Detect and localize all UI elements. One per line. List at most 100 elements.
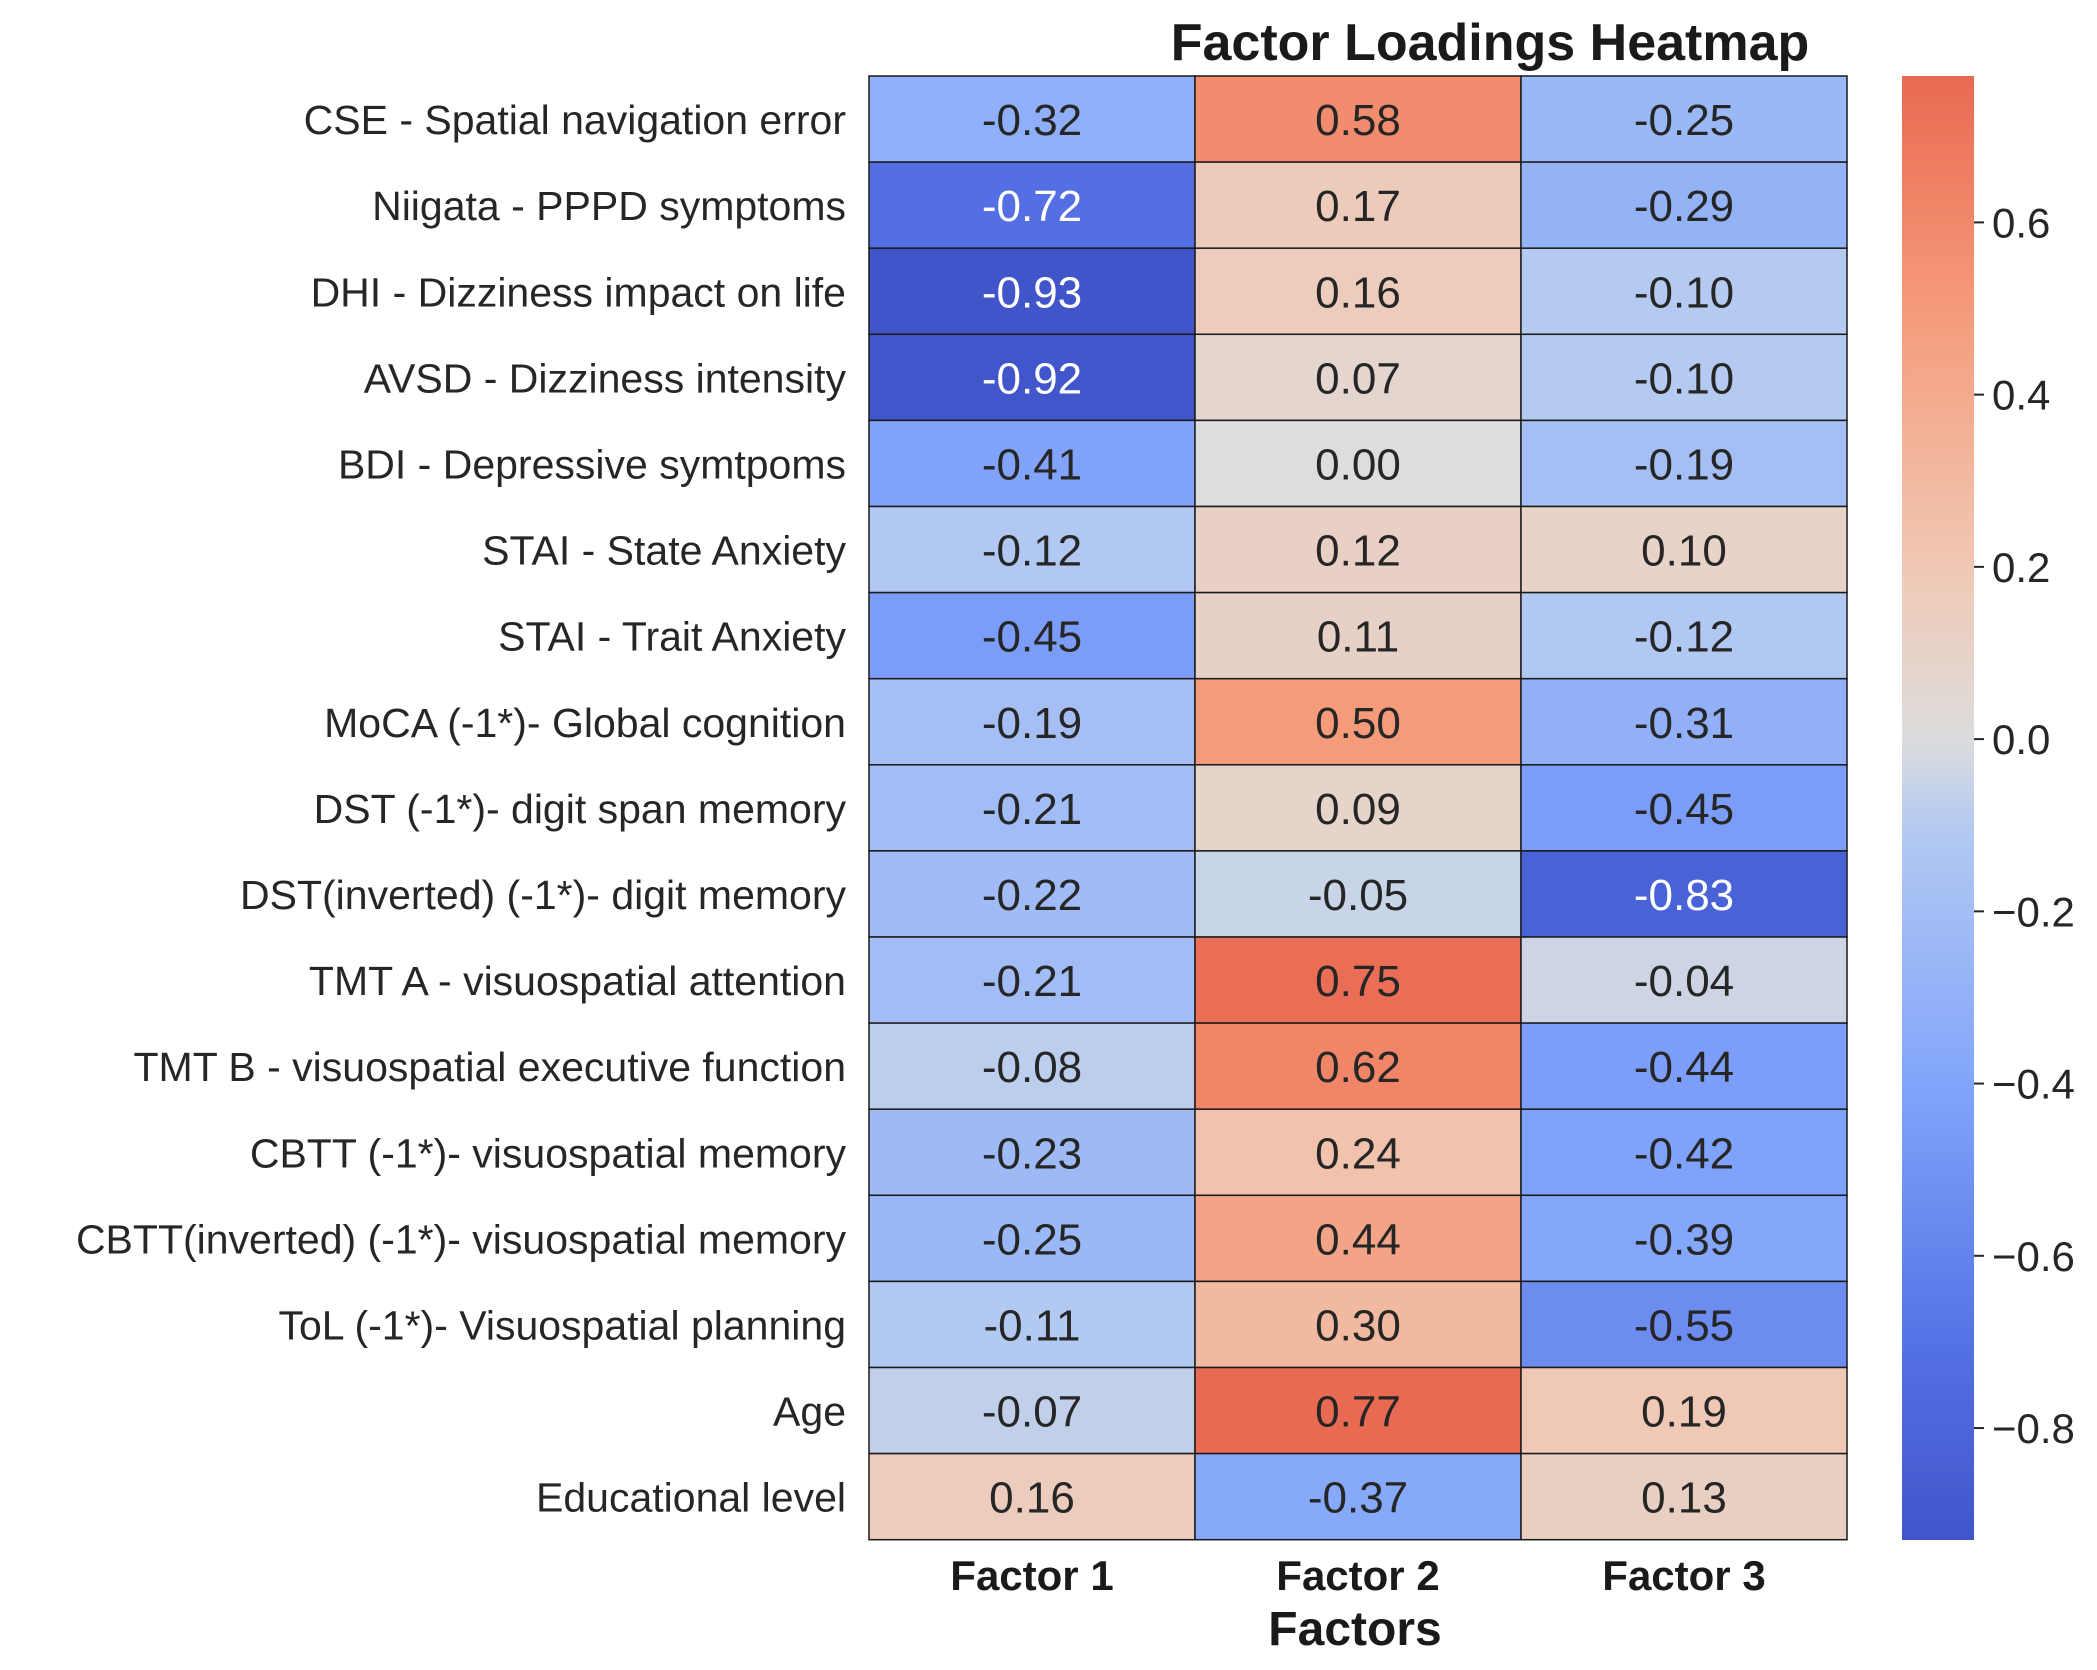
cell-value: 0.16 — [989, 1474, 1075, 1523]
cell-value: -0.04 — [1634, 957, 1734, 1006]
row-label: MoCA (-1*)- Global cognition — [324, 700, 846, 746]
heatmap-cell — [1194, 850, 1522, 938]
cell-value: -0.93 — [982, 268, 1082, 317]
heatmap-cell — [868, 936, 1196, 1024]
row-label: STAI - Trait Anxiety — [498, 614, 846, 660]
heatmap-cell — [868, 764, 1196, 852]
cell-value: -0.12 — [1634, 613, 1734, 662]
row-label: AVSD - Dizziness intensity — [364, 355, 847, 401]
cell-value: 0.00 — [1315, 440, 1401, 489]
heatmap-cell — [1520, 1022, 1848, 1110]
colorbar-ticks: 0.6 0.4 0.2 0.0 −0.2 −0.4 −0.6 −0.8 — [1974, 199, 2075, 1452]
heatmap-cell — [1520, 1280, 1848, 1369]
cell-value: 0.62 — [1315, 1043, 1401, 1092]
heatmap-cell — [1194, 419, 1522, 508]
colorbar-tick-label: 0.0 — [1992, 716, 2050, 763]
cell-value: 0.24 — [1315, 1129, 1401, 1178]
cell-value: -0.21 — [982, 785, 1082, 834]
cell-value: -0.41 — [982, 440, 1082, 489]
row-label: DST(inverted) (-1*)- digit memory — [240, 872, 846, 918]
cell-value: 0.10 — [1641, 527, 1727, 576]
cell-value: -0.25 — [1634, 96, 1734, 145]
heatmap-cell — [1520, 161, 1848, 249]
cell-value: 0.77 — [1315, 1388, 1401, 1437]
x-axis-label: Factors — [1268, 1603, 1441, 1656]
cell-value: -0.92 — [982, 354, 1082, 403]
row-label: DHI - Dizziness impact on life — [311, 269, 846, 315]
cell-value: -0.12 — [982, 527, 1082, 576]
colorbar-tick-label: −0.4 — [1992, 1061, 2075, 1108]
colorbar-tick-label: 0.4 — [1992, 372, 2050, 419]
heatmap-cell — [1194, 591, 1522, 680]
heatmap-cell — [1520, 505, 1848, 594]
heatmap-cell — [868, 1366, 1196, 1455]
heatmap-cell — [868, 677, 1196, 766]
cell-value: -0.72 — [982, 182, 1082, 231]
column-labels: Factor 1 Factor 2 Factor 3 — [950, 1552, 1765, 1599]
colorbar-tick-label: −0.2 — [1992, 888, 2075, 935]
cell-value: 0.19 — [1641, 1388, 1727, 1437]
heatmap-cell — [868, 75, 1196, 163]
colorbar — [1902, 76, 1974, 1540]
cell-value: 0.16 — [1315, 268, 1401, 317]
cell-value: -0.45 — [1634, 785, 1734, 834]
row-label: CSE - Spatial navigation error — [304, 97, 846, 143]
cell-value: -0.39 — [1634, 1215, 1734, 1264]
heatmap-cell — [868, 591, 1196, 680]
row-label: CBTT (-1*)- visuospatial memory — [250, 1130, 847, 1176]
heatmap-cell — [868, 1452, 1196, 1541]
heatmap-cell — [1194, 247, 1522, 336]
cell-value: 0.13 — [1641, 1474, 1727, 1523]
heatmap-cell — [868, 850, 1196, 938]
heatmap-cell — [1520, 764, 1848, 852]
row-label: Age — [773, 1389, 846, 1435]
cell-value: -0.05 — [1308, 871, 1408, 920]
cell-value: -0.37 — [1308, 1474, 1408, 1523]
heatmap-cell — [1194, 677, 1522, 766]
cell-value: 0.17 — [1315, 182, 1401, 231]
heatmap-cell — [1520, 419, 1848, 508]
heatmap-cell — [1520, 75, 1848, 163]
heatmap-cell — [1194, 161, 1522, 249]
heatmap-cell — [1520, 677, 1848, 766]
heatmap-cell — [1194, 1452, 1522, 1541]
row-label: Niigata - PPPD symptoms — [372, 183, 846, 229]
heatmap-cell — [1520, 1108, 1848, 1197]
colorbar-tick-label: −0.8 — [1992, 1405, 2075, 1452]
cell-value: -0.32 — [982, 96, 1082, 145]
heatmap-cell — [1520, 591, 1848, 680]
cell-value: -0.44 — [1634, 1043, 1734, 1092]
heatmap-cell — [1194, 505, 1522, 594]
heatmap-cell — [1520, 850, 1848, 938]
cell-value: 0.58 — [1315, 96, 1401, 145]
cell-value: -0.83 — [1634, 871, 1734, 920]
row-label: CBTT(inverted) (-1*)- visuospatial memor… — [76, 1216, 847, 1262]
cell-value: 0.75 — [1315, 957, 1401, 1006]
cell-value: 0.11 — [1317, 613, 1399, 662]
cell-value: -0.08 — [982, 1043, 1082, 1092]
heatmap-cell — [1520, 936, 1848, 1024]
row-label: ToL (-1*)- Visuospatial planning — [279, 1302, 847, 1348]
cell-value: -0.10 — [1634, 354, 1734, 403]
cell-value: -0.55 — [1634, 1301, 1734, 1350]
row-label: STAI - State Anxiety — [482, 528, 846, 574]
row-label: DST (-1*)- digit span memory — [314, 786, 847, 832]
cell-value: 0.50 — [1315, 699, 1401, 748]
cell-value: -0.21 — [982, 957, 1082, 1006]
row-label: TMT B - visuospatial executive function — [134, 1044, 847, 1090]
heatmap-cell — [1194, 75, 1522, 163]
column-label: Factor 1 — [950, 1552, 1113, 1599]
heatmap-cell — [868, 1280, 1196, 1369]
cell-value: -0.42 — [1634, 1129, 1734, 1178]
heatmap-cell — [868, 161, 1196, 249]
cell-value: -0.11 — [983, 1301, 1080, 1350]
heatmap-cell — [868, 1108, 1196, 1197]
heatmap-cell — [1194, 1108, 1522, 1197]
cell-value: 0.30 — [1315, 1301, 1401, 1350]
cell-value: -0.22 — [982, 871, 1082, 920]
row-labels: CSE - Spatial navigation error Niigata - … — [76, 97, 847, 1521]
heatmap-cells: -0.32 0.58 -0.25 -0.72 0.17 -0.29 -0.93 0.16 -0.… — [868, 75, 1848, 1541]
cell-value: 0.44 — [1315, 1215, 1401, 1264]
cell-value: -0.19 — [982, 699, 1082, 748]
